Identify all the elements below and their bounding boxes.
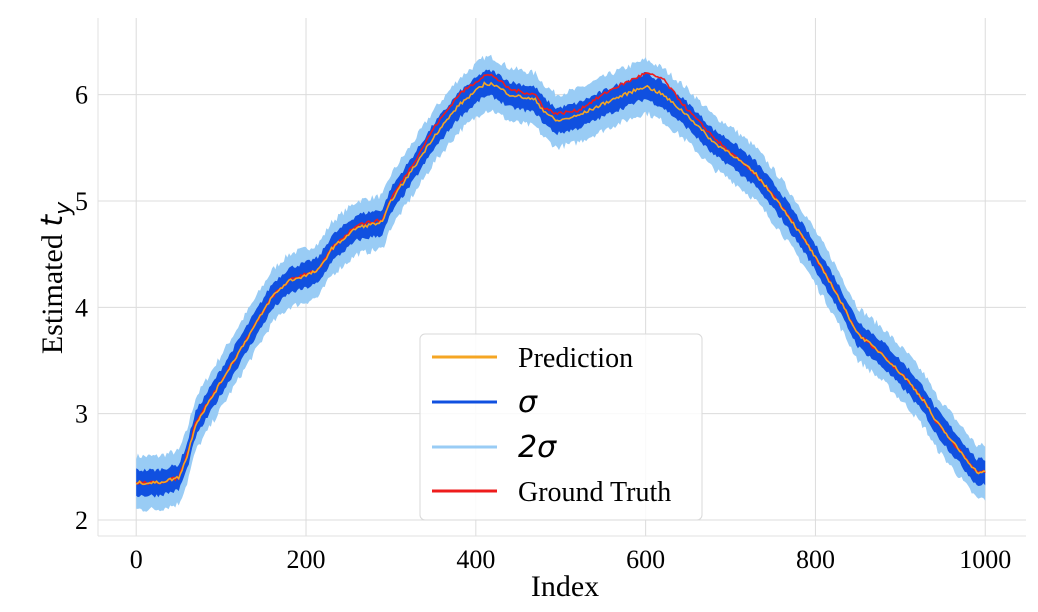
y-axis-label-variable: t xyxy=(35,214,70,227)
axes xyxy=(97,18,1026,537)
legend-item-prediction: Prediction xyxy=(432,343,633,374)
prediction-line xyxy=(135,81,986,486)
y-axis-label-subscript: y xyxy=(51,201,76,216)
uncertainty-bands xyxy=(136,54,986,512)
x-tick-label: 400 xyxy=(456,545,495,574)
legend-frame xyxy=(419,333,703,521)
x-tick-label: 0 xyxy=(130,545,143,574)
x-tick-label: 1000 xyxy=(959,545,1011,574)
y-tick-label: 5 xyxy=(75,187,88,216)
x-axis-label: Index xyxy=(531,570,599,603)
legend-label-two-sigma: 2σ xyxy=(518,430,557,465)
tick-labels: 0 200 400 600 800 1000 2 3 4 5 6 xyxy=(75,81,1011,574)
x-tick-label: 600 xyxy=(626,545,665,574)
legend-label-ground-truth: Ground Truth xyxy=(518,477,671,508)
y-tick-label: 3 xyxy=(75,400,88,429)
y-axis-label: Estimated ty xyxy=(35,201,76,354)
legend-label-prediction: Prediction xyxy=(518,343,633,374)
y-axis-label-prefix: Estimated xyxy=(36,227,69,354)
legend-item-ground-truth: Ground Truth xyxy=(432,477,671,508)
y-tick-label: 4 xyxy=(75,293,88,322)
legend-item-sigma: σ xyxy=(432,385,538,420)
legend: Prediction σ 2σ Ground Truth xyxy=(419,333,703,521)
x-tick-label: 800 xyxy=(796,545,835,574)
legend-item-two-sigma: 2σ xyxy=(432,430,557,465)
two-sigma-band xyxy=(136,54,986,512)
y-tick-label: 6 xyxy=(75,81,88,110)
y-tick-label: 2 xyxy=(75,506,88,535)
x-tick-label: 200 xyxy=(287,545,326,574)
series-lines xyxy=(135,71,986,486)
legend-label-sigma: σ xyxy=(518,385,538,420)
sigma-band xyxy=(136,69,986,498)
